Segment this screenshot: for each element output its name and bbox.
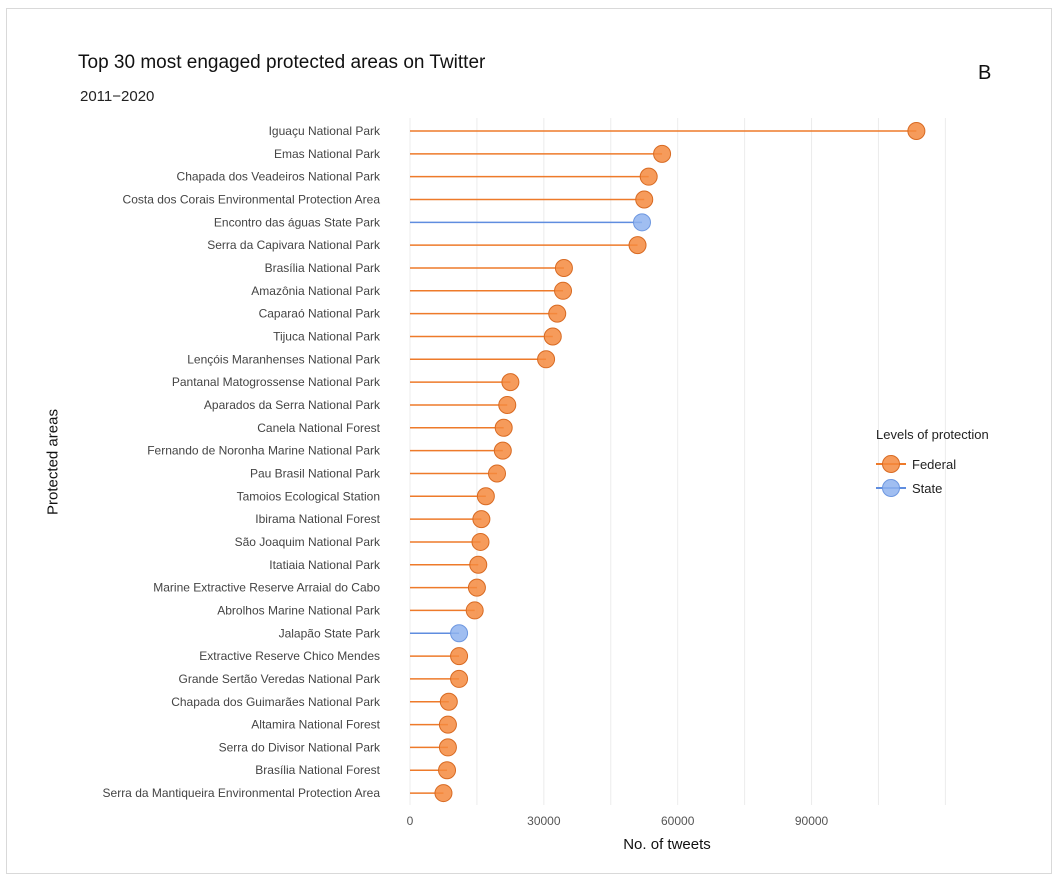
y-tick-label: Serra do Divisor National Park [219,740,381,754]
legend: Levels of protection Federal State [876,427,1036,500]
lollipop-point [438,715,457,734]
figure-frame [6,8,1052,874]
legend-label-state: State [912,480,943,496]
lollipop-point [450,669,469,688]
lollipop-point [472,510,491,529]
x-axis-title: No. of tweets [623,836,711,853]
y-tick-label: Marine Extractive Reserve Arraial do Cab… [153,581,380,595]
lollipop-point [554,281,573,300]
lollipop-point [494,418,513,437]
y-tick-label: Pantanal Matogrossense National Park [172,375,381,389]
y-tick-label: Chapada dos Veadeiros National Park [177,170,381,184]
lollipop-point [438,738,457,757]
y-tick-label: Jalapão State Park [279,626,381,640]
panel-label: B [978,62,992,84]
lollipop-point [467,578,486,597]
lollipop-point [450,647,469,666]
lollipop-point [450,624,469,643]
y-tick-label: Aparados da Serra National Park [204,398,381,412]
y-tick-label: Serra da Mantiqueira Environmental Prote… [103,786,381,800]
y-tick-label: Tijuca National Park [273,329,381,343]
y-tick-label: Iguaçu National Park [269,124,381,138]
lollipop-point [493,441,512,460]
lollipop-point [635,190,654,209]
chart-subtitle: 2011−2020 [80,88,155,105]
y-tick-label: Fernando de Noronha Marine National Park [147,444,381,458]
y-tick-label: Ibirama National Forest [255,512,380,526]
y-tick-label: Abrolhos Marine National Park [217,603,381,617]
lollipop-point [488,464,506,483]
x-tick-label: 60000 [661,814,695,828]
y-tick-label: Brasília National Park [265,261,381,275]
y-tick-label: Costa dos Corais Environmental Protectio… [123,192,381,206]
legend-key-state [876,478,906,498]
legend-item-federal: Federal [876,452,1036,476]
y-tick-label: Brasília National Forest [255,763,380,777]
y-tick-label: Tamoios Ecological Station [237,489,380,503]
legend-title: Levels of protection [876,427,989,442]
lollipop-point [653,144,672,163]
lollipop-point [639,167,658,186]
y-tick-label: Extractive Reserve Chico Mendes [199,649,380,663]
y-tick-label: São Joaquim National Park [235,535,381,549]
y-tick-label: Emas National Park [274,147,381,161]
legend-label-federal: Federal [912,456,957,472]
y-tick-label: Serra da Capivara National Park [207,238,381,252]
y-tick-label: Pau Brasil National Park [250,466,381,480]
lollipop-point [471,532,490,551]
lollipop-point [438,761,457,780]
y-tick-label: Grande Sertão Veredas National Park [179,672,381,686]
lollipop-point [476,487,495,506]
lollipop-point [465,601,484,620]
legend-item-state: State [876,476,1036,500]
chart-title: Top 30 most engaged protected areas on T… [78,52,486,73]
lollipop-point [907,122,926,140]
y-tick-label: Lençóis Maranhenses National Park [187,352,381,366]
y-tick-label: Amazônia National Park [251,284,381,298]
x-tick-label: 90000 [795,814,829,828]
lollipop-point [628,236,647,255]
y-tick-label: Canela National Forest [257,421,380,435]
lollipop-point [439,692,458,711]
lollipop-point [543,327,562,346]
x-tick-label: 30000 [527,814,561,828]
x-tick-label: 0 [407,814,414,828]
lollipop-point [554,258,573,277]
y-tick-label: Encontro das águas State Park [214,215,381,229]
y-tick-label: Altamira National Forest [251,718,380,732]
y-tick-label: Itatiaia National Park [269,558,381,572]
lollipop-point [498,395,517,414]
lollipop-point [469,555,488,574]
y-tick-label: Chapada dos Guimarães National Park [171,695,381,709]
y-tick-label: Caparaó National Park [259,307,381,321]
lollipop-point [501,373,520,392]
lollipop-point [548,304,567,323]
lollipop-point [633,213,651,232]
legend-key-federal [876,454,906,474]
lollipop-point [537,350,556,369]
lollipop-point [434,784,453,803]
